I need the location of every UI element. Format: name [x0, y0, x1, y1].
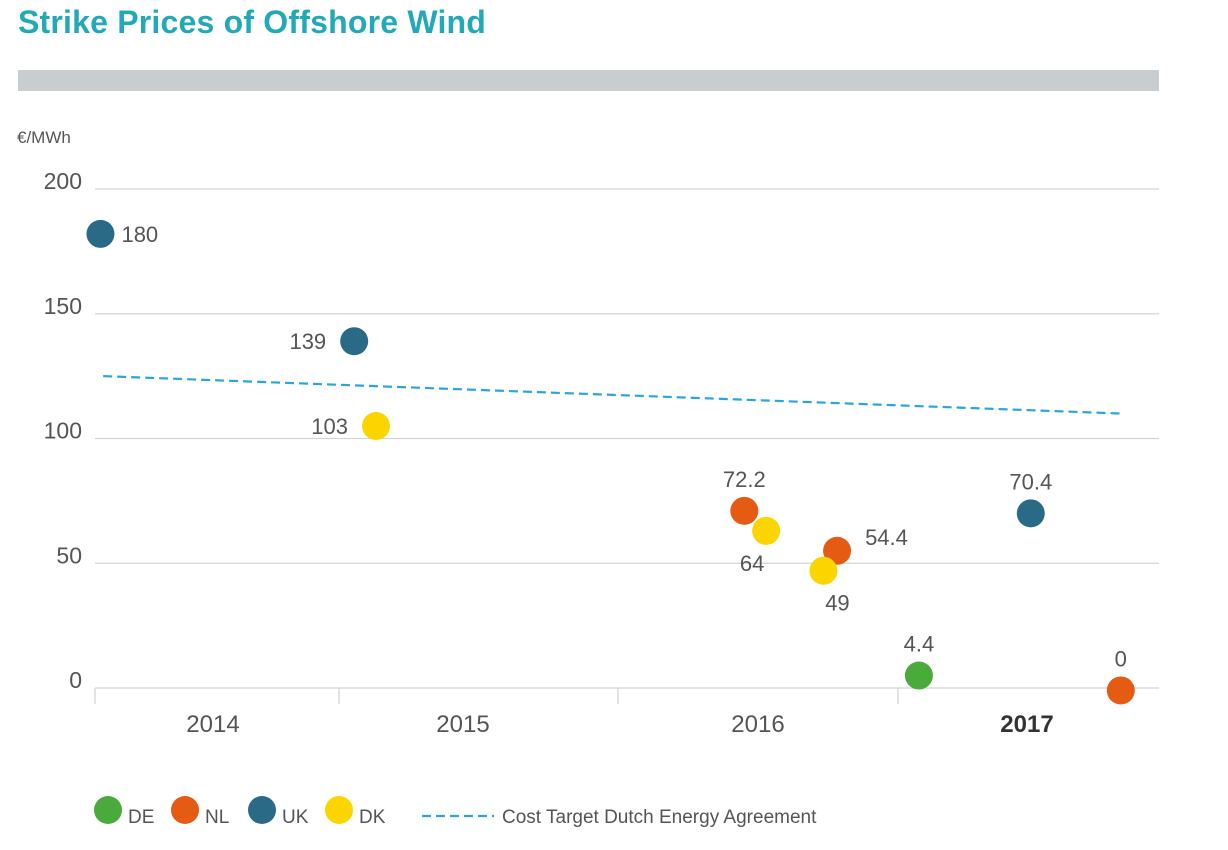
- legend-label: Cost Target Dutch Energy Agreement: [502, 807, 817, 828]
- data-point-nl: [730, 496, 759, 525]
- y-tick-label: 100: [44, 418, 82, 444]
- data-point-uk: [86, 219, 115, 248]
- data-label: 4.4: [904, 632, 935, 657]
- target-line-layer: [103, 375, 1121, 415]
- cost-target-line: [103, 375, 1121, 415]
- data-point-dk: [752, 516, 781, 545]
- data-label: 103: [311, 414, 348, 439]
- data-label: 0: [1115, 646, 1127, 671]
- y-tick-label: 150: [44, 293, 82, 319]
- data-point-uk: [1016, 499, 1045, 528]
- data-label: 139: [289, 329, 326, 354]
- legend-label: DE: [128, 807, 154, 828]
- legend-dot-nl: [171, 796, 199, 824]
- y-tick-label: 50: [56, 542, 82, 568]
- y-tick-label: 0: [69, 667, 82, 693]
- x-tick-label: 2017: [1000, 711, 1053, 738]
- data-point-uk: [340, 327, 369, 356]
- data-point-nl: [1106, 676, 1135, 705]
- chart-title: Strike Prices of Offshore Wind: [18, 4, 487, 40]
- legend: DE NL UK DK Cost Target Dutch Energy Agreeme…: [94, 796, 817, 828]
- data-label: 64: [740, 551, 764, 576]
- data-point-de: [904, 661, 933, 690]
- y-tick-label: 200: [44, 168, 82, 194]
- legend-dot-de: [94, 796, 122, 824]
- x-tick-label: 2014: [186, 711, 239, 738]
- x-tick-label: 2015: [436, 711, 489, 738]
- data-label: 54.4: [865, 525, 908, 550]
- data-label: 72.2: [723, 467, 766, 492]
- data-point-nl: [823, 536, 852, 565]
- data-points: [86, 219, 1135, 705]
- axes: €/MWh 0 50 100 150 200 2014 2015 2016 2017: [17, 128, 1054, 738]
- legend-dot-dk: [325, 796, 353, 824]
- x-tick-label: 2016: [731, 711, 784, 738]
- legend-dot-uk: [248, 796, 276, 824]
- data-label: 49: [825, 591, 849, 616]
- data-labels: 180 139 103 72.2 64 54.4 49 4.4 70.4 0: [121, 222, 1126, 672]
- y-axis-label: €/MWh: [17, 128, 71, 147]
- legend-label: DK: [359, 807, 386, 828]
- legend-label: NL: [205, 807, 229, 828]
- data-label: 180: [121, 222, 158, 247]
- data-label: 70.4: [1009, 469, 1052, 494]
- title-divider-bar: [18, 70, 1159, 91]
- legend-label: UK: [282, 807, 309, 828]
- data-point-dk: [809, 556, 838, 585]
- data-point-dk: [362, 412, 391, 441]
- gridlines: [95, 188, 1159, 689]
